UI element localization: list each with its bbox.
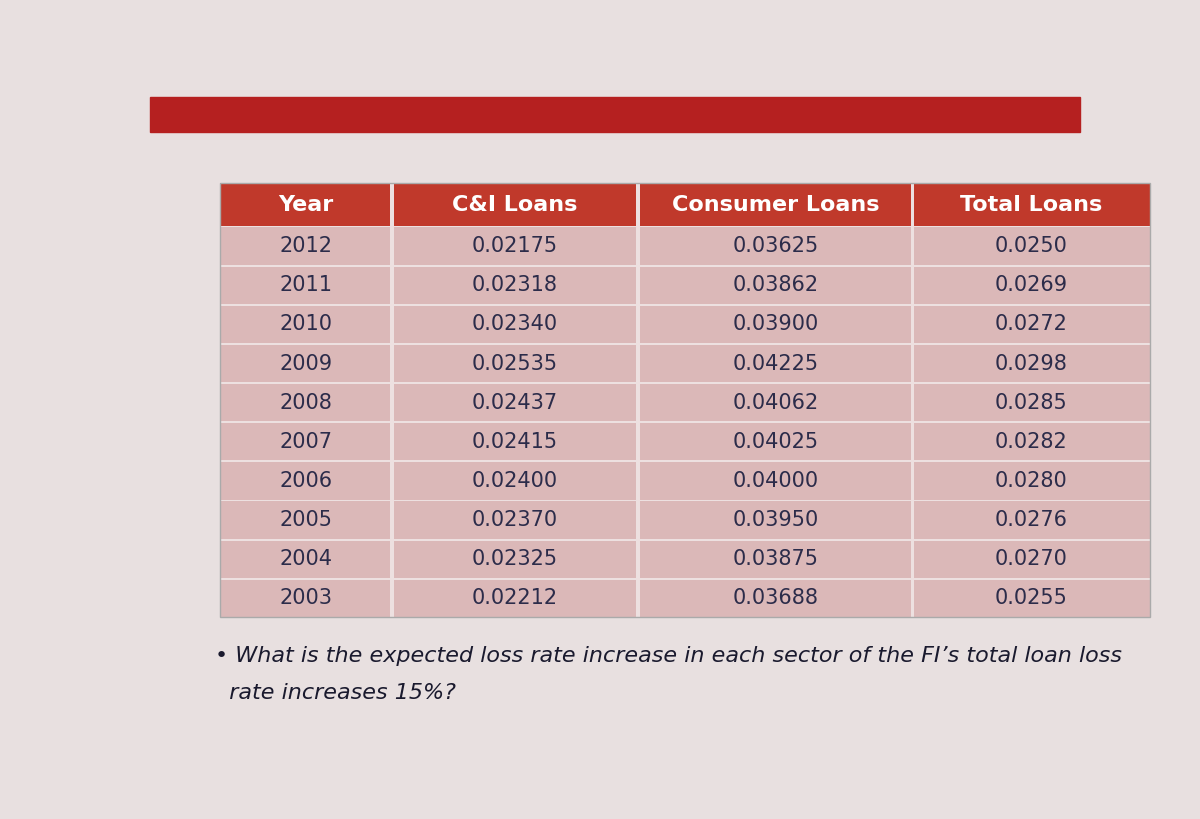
Text: 0.02535: 0.02535 [472, 353, 558, 373]
Bar [636, 183, 640, 618]
Text: 0.0276: 0.0276 [995, 509, 1068, 530]
Bar [220, 500, 1150, 502]
Text: 0.03688: 0.03688 [732, 588, 818, 608]
Bar [220, 461, 1150, 463]
Text: 2009: 2009 [280, 353, 332, 373]
Text: 0.0269: 0.0269 [995, 275, 1068, 295]
Text: 2004: 2004 [280, 549, 332, 568]
Bar [220, 578, 1150, 580]
Text: 0.02340: 0.02340 [472, 314, 558, 334]
Text: 0.03900: 0.03900 [732, 314, 818, 334]
Bar [220, 305, 1150, 306]
Bar [220, 226, 1150, 228]
Bar [220, 265, 1150, 267]
Text: 2007: 2007 [280, 432, 332, 451]
Text: 0.0285: 0.0285 [995, 392, 1068, 412]
Text: 0.02325: 0.02325 [472, 549, 558, 568]
Bar [220, 183, 1150, 226]
Text: 2010: 2010 [280, 314, 332, 334]
Text: Year: Year [278, 195, 334, 215]
Text: 0.0272: 0.0272 [995, 314, 1068, 334]
Text: 0.04062: 0.04062 [732, 392, 818, 412]
Text: 2012: 2012 [280, 236, 332, 256]
Text: 2006: 2006 [280, 470, 332, 491]
Text: • What is the expected loss rate increase in each sector of the FI’s total loan : • What is the expected loss rate increas… [215, 645, 1122, 666]
Text: 0.0255: 0.0255 [995, 588, 1068, 608]
Text: rate increases 15%?: rate increases 15%? [215, 682, 456, 702]
Text: 0.03625: 0.03625 [732, 236, 818, 256]
Text: C&I Loans: C&I Loans [452, 195, 577, 215]
Text: 0.0282: 0.0282 [995, 432, 1068, 451]
Bar [220, 422, 1150, 423]
Bar [911, 183, 914, 618]
Bar [220, 183, 1150, 618]
Text: Total Loans: Total Loans [960, 195, 1103, 215]
Text: 2011: 2011 [280, 275, 332, 295]
Text: 0.02400: 0.02400 [472, 470, 558, 491]
Text: 0.04000: 0.04000 [732, 470, 818, 491]
Text: 0.0298: 0.0298 [995, 353, 1068, 373]
Bar [220, 382, 1150, 385]
Text: 0.02318: 0.02318 [472, 275, 558, 295]
Text: 0.02212: 0.02212 [472, 588, 558, 608]
Text: 0.0250: 0.0250 [995, 236, 1068, 256]
Text: 2008: 2008 [280, 392, 332, 412]
Text: 0.0280: 0.0280 [995, 470, 1068, 491]
Text: 0.02175: 0.02175 [472, 236, 558, 256]
Text: 0.02415: 0.02415 [472, 432, 558, 451]
Text: 0.04025: 0.04025 [732, 432, 818, 451]
Text: 0.03862: 0.03862 [732, 275, 818, 295]
Bar [220, 344, 1150, 346]
Bar [220, 539, 1150, 541]
Text: 0.04225: 0.04225 [732, 353, 818, 373]
Text: 0.02437: 0.02437 [472, 392, 558, 412]
Text: 2003: 2003 [280, 588, 332, 608]
Text: 0.02370: 0.02370 [472, 509, 558, 530]
Text: 0.03950: 0.03950 [732, 509, 818, 530]
Bar [220, 183, 1150, 618]
Text: Consumer Loans: Consumer Loans [672, 195, 880, 215]
Text: 0.03875: 0.03875 [732, 549, 818, 568]
Bar [150, 98, 1080, 133]
Bar [390, 183, 394, 618]
Text: 0.0270: 0.0270 [995, 549, 1068, 568]
Text: 2005: 2005 [280, 509, 332, 530]
